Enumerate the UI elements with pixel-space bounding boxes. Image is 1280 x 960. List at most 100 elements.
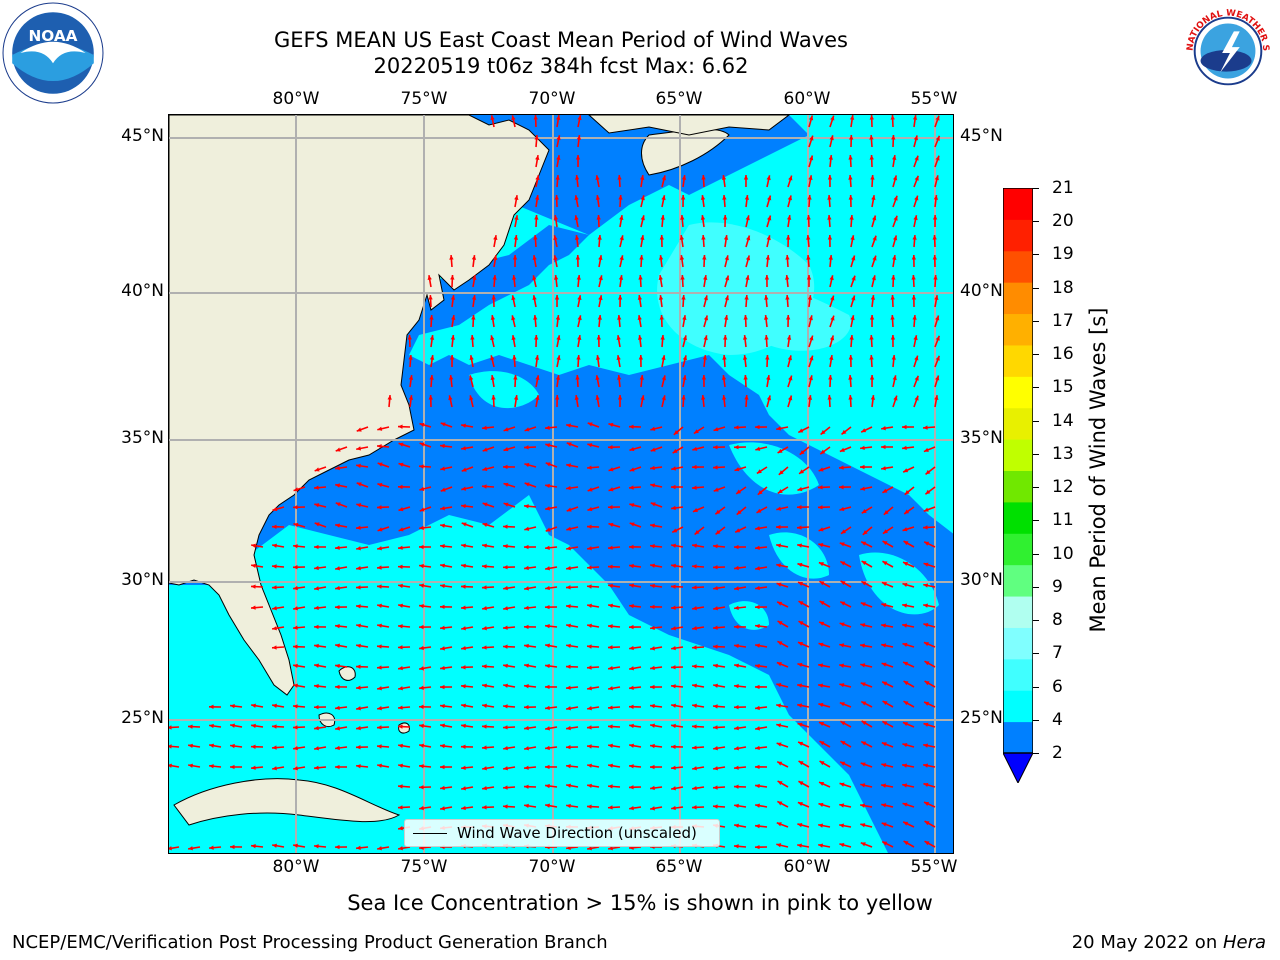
wind-wave-arrow-head xyxy=(860,842,866,847)
wind-wave-arrow-head xyxy=(776,822,782,827)
wind-wave-arrow-head xyxy=(721,175,727,180)
wind-wave-arrow-head xyxy=(799,450,805,455)
colorbar-tick-mark xyxy=(1033,453,1039,455)
wind-wave-arrow-head xyxy=(869,155,874,160)
wind-wave-arrow-head xyxy=(713,445,718,450)
wind-wave-arrow-head xyxy=(314,522,320,527)
wind-wave-arrow-head xyxy=(398,507,404,512)
map-canvas xyxy=(169,115,953,853)
wind-wave-arrow-head xyxy=(503,606,508,611)
wind-wave-arrow-head xyxy=(587,725,592,730)
wind-wave-arrow-head xyxy=(555,175,560,180)
wind-wave-arrow-head xyxy=(755,844,760,850)
wind-wave-arrow-head xyxy=(398,484,403,490)
wind-wave-arrow-head xyxy=(650,563,655,568)
colorbar-tick-label: 18 xyxy=(1052,277,1074,298)
wind-wave-arrow-head xyxy=(680,215,685,220)
wind-wave-arrow-head xyxy=(923,447,929,452)
wind-wave-arrow-head xyxy=(809,135,814,141)
wind-wave-arrow-head xyxy=(818,485,823,490)
wind-wave-arrow-head xyxy=(503,766,508,771)
wind-wave-arrow-head xyxy=(755,745,760,751)
wind-wave-arrow-head xyxy=(398,583,403,589)
wind-wave-arrow-head xyxy=(566,643,571,649)
wind-wave-arrow-head xyxy=(819,621,825,626)
wind-wave-arrow-head xyxy=(617,295,623,300)
wind-wave-arrow-head xyxy=(700,195,706,200)
wind-wave-arrow-head xyxy=(377,505,382,510)
wind-wave-arrow-head xyxy=(535,175,540,181)
wind-wave-arrow-head xyxy=(661,195,666,201)
wind-wave-arrow-head xyxy=(671,765,676,770)
wind-wave-arrow-head xyxy=(692,543,697,548)
wind-wave-arrow-head xyxy=(545,462,551,467)
wind-wave-arrow-head xyxy=(608,846,613,851)
wind-wave-arrow-head xyxy=(608,645,613,650)
wind-wave-arrow-head xyxy=(553,215,559,220)
wind-wave-arrow-head xyxy=(314,605,319,611)
wind-wave-arrow-head xyxy=(566,623,571,628)
wind-wave-arrow-head xyxy=(595,175,600,181)
wind-wave-arrow-head xyxy=(377,426,383,431)
wind-wave-arrow-head xyxy=(209,704,214,710)
wind-wave-arrow-head xyxy=(830,295,835,301)
wind-wave-arrow-head xyxy=(671,684,676,689)
wind-wave-arrow-head xyxy=(482,466,488,471)
date-text: 20 May 2022 on xyxy=(1071,932,1223,953)
colorbar-tick-mark xyxy=(1033,653,1039,655)
legend-label: Wind Wave Direction (unscaled) xyxy=(457,824,697,842)
wind-wave-arrow-head xyxy=(440,466,446,471)
wind-wave-arrow-head xyxy=(722,195,727,200)
wind-wave-arrow-head xyxy=(335,705,340,711)
wind-wave-arrow-head xyxy=(827,215,832,220)
colorbar-segment xyxy=(1003,658,1033,691)
wind-wave-arrow-head xyxy=(902,603,908,608)
wind-wave-arrow-head xyxy=(461,665,466,670)
wind-wave-arrow-head xyxy=(660,215,665,220)
wind-wave-arrow-head xyxy=(765,355,770,360)
wind-wave-arrow-head xyxy=(639,375,644,380)
wind-wave-arrow-head xyxy=(356,427,362,432)
wind-wave-arrow-head xyxy=(923,722,929,727)
wind-wave-arrow-head xyxy=(658,255,664,260)
colorbar-segment xyxy=(1003,627,1033,660)
wind-wave-arrow-head xyxy=(849,335,854,340)
colorbar-tick-mark xyxy=(1033,487,1039,489)
wind-wave-arrow-head xyxy=(608,445,613,450)
wind-wave-arrow-head xyxy=(608,784,613,789)
wind-wave-arrow-head xyxy=(934,175,939,181)
wind-wave-arrow-head xyxy=(671,563,676,569)
wind-wave-arrow-head xyxy=(461,446,466,451)
wind-wave-arrow-head xyxy=(512,255,518,260)
wind-wave-arrow-head xyxy=(650,684,655,690)
wind-wave-arrow-head xyxy=(902,527,908,532)
wind-wave-arrow-head xyxy=(713,704,718,709)
wind-wave-arrow-head xyxy=(440,583,445,589)
wind-wave-arrow-head xyxy=(734,467,740,472)
wind-wave-arrow-head xyxy=(890,335,896,340)
wind-wave-arrow-head xyxy=(839,484,844,490)
wind-wave-arrow-head xyxy=(744,395,749,400)
wind-wave-arrow-head xyxy=(524,803,529,809)
wind-wave-arrow-head xyxy=(755,705,760,711)
wind-wave-arrow-head xyxy=(809,335,814,341)
wind-wave-arrow-head xyxy=(419,525,424,531)
wind-wave-arrow-head xyxy=(608,805,613,810)
wind-wave-arrow-head xyxy=(556,355,561,361)
wind-wave-arrow-head xyxy=(377,686,382,691)
wind-wave-arrow-head xyxy=(482,805,487,810)
colorbar-segment xyxy=(1003,501,1033,534)
wind-wave-arrow-head xyxy=(377,482,383,488)
wind-wave-arrow-head xyxy=(671,605,676,610)
wind-wave-arrow-head xyxy=(629,446,635,452)
wind-wave-arrow-head xyxy=(881,444,886,450)
wind-wave-arrow-head xyxy=(482,502,488,507)
wind-wave-arrow-head xyxy=(482,785,487,791)
wind-wave-arrow-head xyxy=(661,375,666,381)
wind-wave-arrow-head xyxy=(524,445,529,450)
wind-wave-arrow-head xyxy=(398,545,403,550)
wind-wave-arrow-head xyxy=(629,764,634,769)
wind-wave-arrow-head xyxy=(861,721,867,726)
wind-wave-arrow-head xyxy=(756,508,762,513)
cyan-patch xyxy=(569,672,649,725)
